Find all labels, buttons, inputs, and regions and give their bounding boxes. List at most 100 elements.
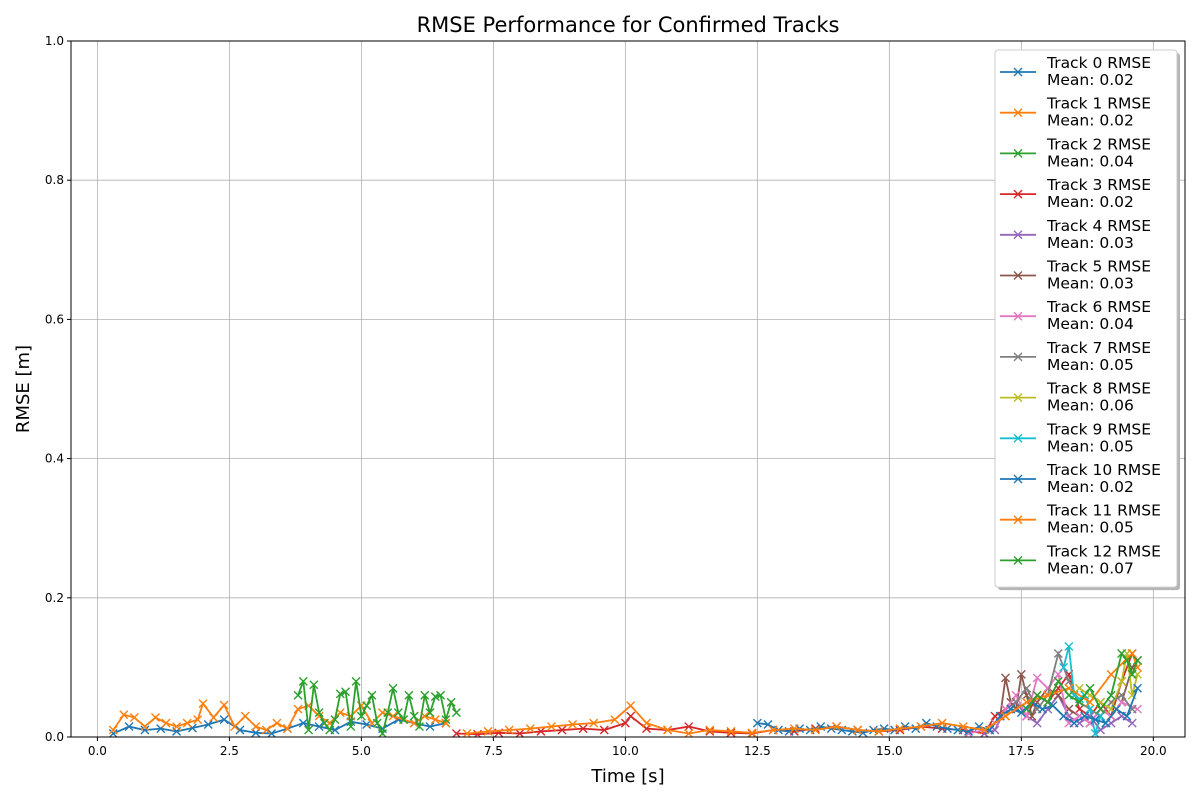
data-point	[1085, 704, 1095, 714]
ticks-layer: 0.0 2.5 5.0 7.5 10.0 12.5 15.0 17.5 20.0 0.0 0.2 0.…	[45, 34, 1167, 758]
data-point	[446, 697, 456, 707]
legend-series-name: Track 4 RMSE	[1046, 217, 1151, 235]
data-point	[409, 711, 419, 721]
data-point	[1016, 708, 1026, 718]
legend-series-mean: Mean: 0.03	[1047, 234, 1134, 252]
data-point	[420, 690, 430, 700]
data-point	[789, 724, 799, 734]
data-point	[346, 722, 356, 732]
legend-marker	[1013, 271, 1023, 280]
legend-series-mean: Mean: 0.04	[1047, 315, 1134, 333]
data-point	[1032, 673, 1042, 683]
legend-marker	[1013, 108, 1023, 118]
data-point	[414, 722, 424, 732]
data-point	[705, 726, 715, 736]
data-point	[430, 715, 440, 725]
series-track-12	[1022, 648, 1142, 714]
data-point	[504, 725, 514, 735]
x-tick-label: 17.5	[1008, 744, 1035, 758]
series-line	[112, 718, 447, 735]
data-point	[1106, 690, 1116, 700]
data-point	[1000, 711, 1010, 721]
series-track-2	[293, 676, 461, 737]
x-tick-label: 2.5	[220, 744, 239, 758]
data-point	[641, 718, 651, 728]
data-point	[124, 722, 134, 732]
legend-marker	[1013, 67, 1023, 77]
data-point	[937, 718, 947, 728]
data-point	[462, 729, 472, 737]
data-point	[404, 690, 414, 700]
legend-marker	[1013, 515, 1023, 525]
data-point	[1132, 683, 1142, 693]
data-point	[1032, 690, 1042, 700]
data-point	[441, 718, 451, 728]
plot-frame	[70, 40, 1186, 738]
data-point	[546, 722, 556, 732]
legend-series-name: Track 2 RMSE	[1046, 135, 1151, 153]
data-point	[372, 718, 382, 728]
data-point	[1085, 683, 1095, 693]
legend-series-name: Track 6 RMSE	[1046, 298, 1151, 316]
series-layer	[108, 642, 1142, 737]
data-point	[1127, 648, 1137, 658]
data-point	[1117, 676, 1127, 686]
data-point	[684, 729, 694, 737]
legend-box	[994, 49, 1178, 588]
data-point	[768, 725, 778, 735]
data-point	[1085, 697, 1095, 707]
legend-series-mean: Mean: 0.02	[1047, 112, 1134, 130]
data-point	[235, 725, 245, 735]
data-point	[726, 726, 736, 736]
data-point	[314, 708, 324, 718]
data-point	[483, 726, 493, 736]
data-point	[515, 729, 525, 737]
data-point	[1043, 697, 1053, 707]
data-point	[1059, 711, 1069, 721]
legend-series-name: Track 1 RMSE	[1046, 95, 1151, 113]
data-point	[362, 719, 372, 729]
data-point	[399, 715, 409, 725]
data-point	[1096, 704, 1106, 714]
data-point	[129, 713, 139, 723]
data-point	[108, 725, 118, 735]
legend-series-mean: Mean: 0.03	[1047, 275, 1134, 293]
legend-series-name: Track 9 RMSE	[1046, 420, 1151, 438]
data-point	[119, 710, 129, 720]
data-point	[1053, 676, 1063, 686]
data-point	[140, 725, 150, 735]
legend-marker	[1013, 230, 1023, 240]
legend-series-mean: Mean: 0.05	[1047, 519, 1134, 537]
legend-series-name: Track 3 RMSE	[1046, 176, 1151, 194]
data-point	[826, 724, 836, 734]
data-point	[1064, 690, 1074, 700]
data-point	[1101, 718, 1111, 728]
data-point	[525, 724, 535, 734]
legend-marker	[1013, 189, 1023, 199]
legend-series-name: Track 8 RMSE	[1046, 380, 1151, 398]
data-point	[209, 713, 219, 723]
legend-series-name: Track 7 RMSE	[1046, 339, 1151, 357]
data-point	[1064, 642, 1074, 652]
data-point	[1127, 690, 1137, 700]
data-point	[620, 718, 630, 728]
data-point	[626, 711, 636, 721]
data-point	[1000, 673, 1010, 683]
data-point	[1127, 718, 1137, 728]
legend-series-name: Track 10 RMSE	[1046, 461, 1161, 479]
data-point	[1059, 662, 1069, 672]
y-tick-label: 0.8	[45, 173, 64, 187]
data-point	[684, 722, 694, 732]
data-point	[203, 719, 213, 729]
data-point	[335, 689, 345, 699]
data-point	[1127, 704, 1137, 714]
data-point	[193, 715, 203, 725]
